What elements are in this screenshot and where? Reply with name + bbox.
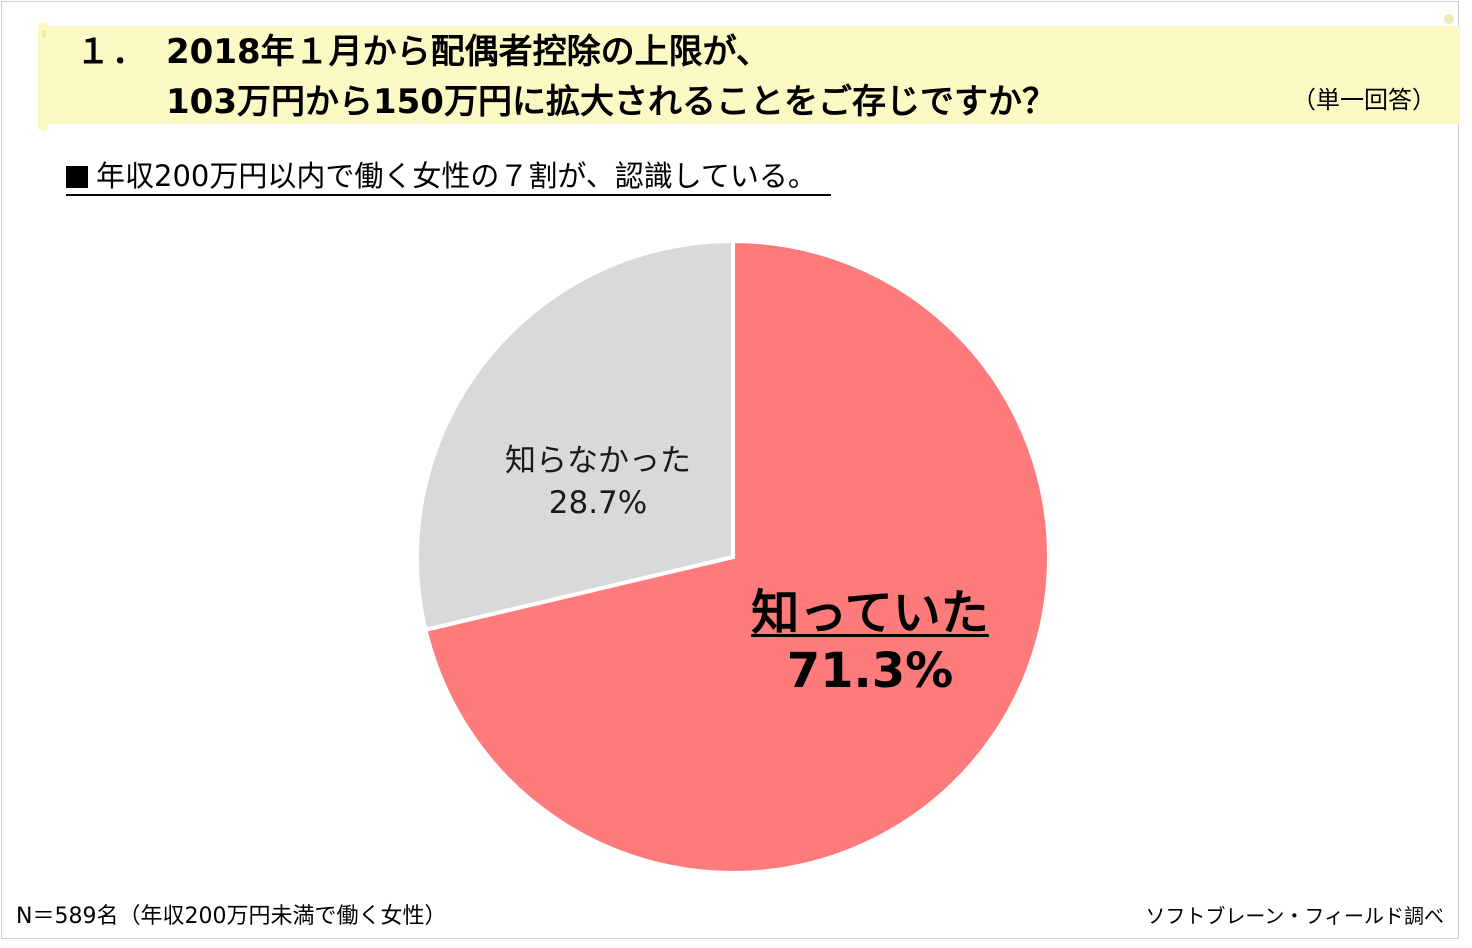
square-bullet-icon [66,166,88,188]
header-band [40,26,1460,124]
slice-label-unaware: 知らなかった 28.7% [478,440,718,524]
chart-subtitle: 年収200万円以内で働く女性の７割が、認識している。 [66,158,831,196]
source-note: ソフトブレーン・フィールド調べ [1145,904,1444,928]
pie-slice-unaware [415,238,735,633]
header-band-dot [1444,14,1454,24]
header-band-curl-tick [42,30,46,38]
question-title-line2: 103万円から150万円に拡大されることをご存じですか？ [166,82,1056,122]
subtitle-text: 年収200万円以内で働く女性の７割が、認識している。 [96,159,817,193]
question-number: １． [76,32,148,72]
slice-value-aware: 71.3% [786,643,954,699]
slice-value-unaware: 28.7% [548,485,648,521]
question-title-line1: 2018年１月から配偶者控除の上限が、 [166,32,770,72]
pie-slice-aware [423,238,1051,875]
slice-name-aware: 知っていた [751,585,989,641]
slice-label-aware: 知っていた 71.3% [720,584,1020,700]
sample-size-note: N＝589名（年収200万円未満で働く女性） [16,904,447,929]
slice-name-unaware: 知らなかった [505,443,691,479]
answer-type-label: （単一回答） [1292,86,1436,114]
